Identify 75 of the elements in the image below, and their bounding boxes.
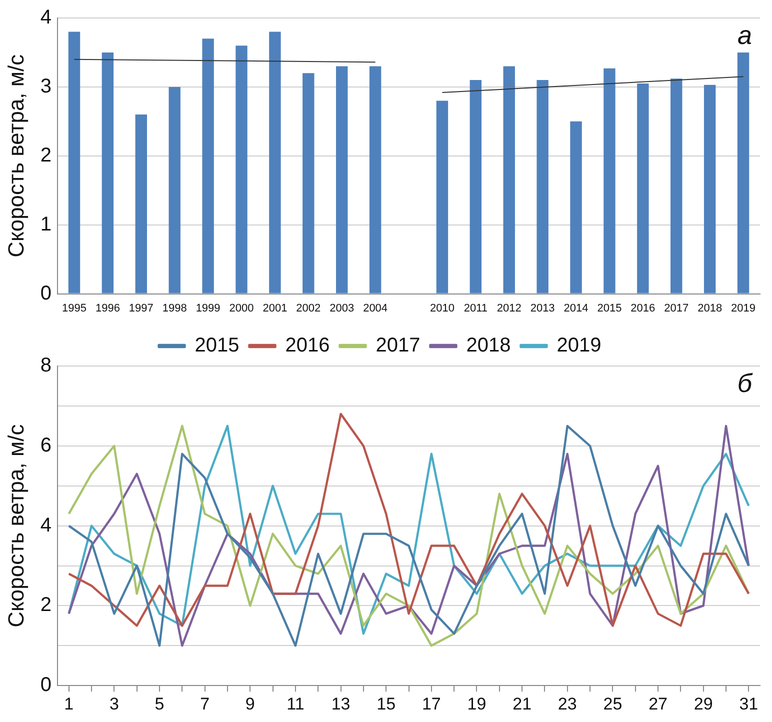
y-tick-label: 2 [40, 144, 52, 166]
y-axis-title: Скорость ветра, м/с [3, 424, 28, 628]
bar [704, 84, 716, 294]
x-tick-label: 1996 [95, 302, 120, 314]
x-tick-label: 31 [739, 694, 758, 714]
annotation: б [737, 368, 754, 398]
x-tick-label: 2015 [597, 302, 622, 314]
y-tick-label: 8 [40, 354, 52, 377]
x-tick-label: 2002 [296, 302, 321, 314]
legend-label: 2018 [466, 334, 511, 357]
bar [604, 68, 616, 294]
x-tick-label: 2010 [430, 302, 454, 314]
x-tick-label: 2012 [496, 302, 522, 314]
x-tick-label: 1995 [62, 302, 86, 314]
x-tick-label: 2004 [363, 302, 388, 314]
x-tick-label: 2000 [229, 302, 254, 314]
x-tick-label: 2003 [330, 302, 354, 314]
legend-label: 2016 [285, 334, 330, 357]
y-tick-label: 0 [40, 282, 52, 304]
y-tick-label: 0 [40, 674, 52, 696]
x-tick-label: 13 [331, 694, 350, 714]
legend-label: 2019 [556, 334, 602, 357]
bar [302, 73, 314, 294]
x-tick-label: 1 [64, 694, 74, 714]
bar [737, 52, 750, 294]
annotation: а [738, 20, 752, 50]
x-tick-label: 29 [694, 694, 713, 714]
x-tick-label: 19 [467, 694, 486, 714]
x-tick-label: 3 [109, 694, 119, 714]
x-tick-label: 2014 [564, 302, 588, 314]
x-tick-label: 27 [648, 694, 668, 714]
bar [637, 84, 649, 294]
bar [336, 66, 348, 294]
bar [135, 114, 148, 294]
bar [202, 38, 214, 294]
y-axis-title: Скорость ветра, м/с [3, 54, 28, 258]
x-tick-label: 2001 [262, 302, 288, 314]
legend-label: 2017 [376, 334, 420, 357]
x-tick-label: 2018 [698, 302, 722, 314]
bar [670, 78, 682, 294]
bar [570, 121, 582, 294]
bar [470, 80, 482, 294]
bar [436, 100, 448, 294]
x-tick-label: 2017 [664, 302, 689, 314]
y-tick-label: 1 [40, 213, 52, 236]
x-tick-label: 5 [154, 694, 164, 714]
x-tick-label: 1998 [162, 302, 187, 314]
bar [369, 66, 382, 294]
bar [536, 80, 548, 294]
y-tick-label: 4 [40, 514, 52, 536]
x-tick-label: 2011 [464, 302, 488, 314]
x-tick-label: 2016 [630, 302, 656, 314]
y-tick-label: 2 [40, 594, 52, 616]
y-tick-label: 4 [40, 6, 52, 29]
x-tick-label: 17 [422, 694, 441, 714]
bar [102, 52, 114, 294]
x-tick-label: 1999 [196, 302, 220, 314]
x-tick-label: 1997 [128, 302, 154, 314]
y-tick-label: 3 [40, 75, 52, 98]
bar [168, 86, 180, 294]
x-tick-label: 25 [603, 694, 622, 714]
x-tick-label: 2019 [731, 302, 756, 314]
legend-label: 2015 [194, 334, 240, 357]
x-tick-label: 11 [286, 694, 304, 714]
x-tick-label: 9 [245, 694, 255, 714]
bar [503, 66, 515, 294]
bar [236, 46, 248, 294]
x-tick-label: 21 [512, 694, 532, 714]
bar [68, 32, 80, 294]
x-tick-label: 7 [200, 694, 210, 714]
x-tick-label: 23 [558, 694, 577, 714]
bar [269, 32, 281, 294]
y-tick-label: 6 [40, 434, 52, 456]
x-tick-label: 2013 [530, 302, 555, 314]
x-tick-label: 15 [376, 694, 396, 714]
